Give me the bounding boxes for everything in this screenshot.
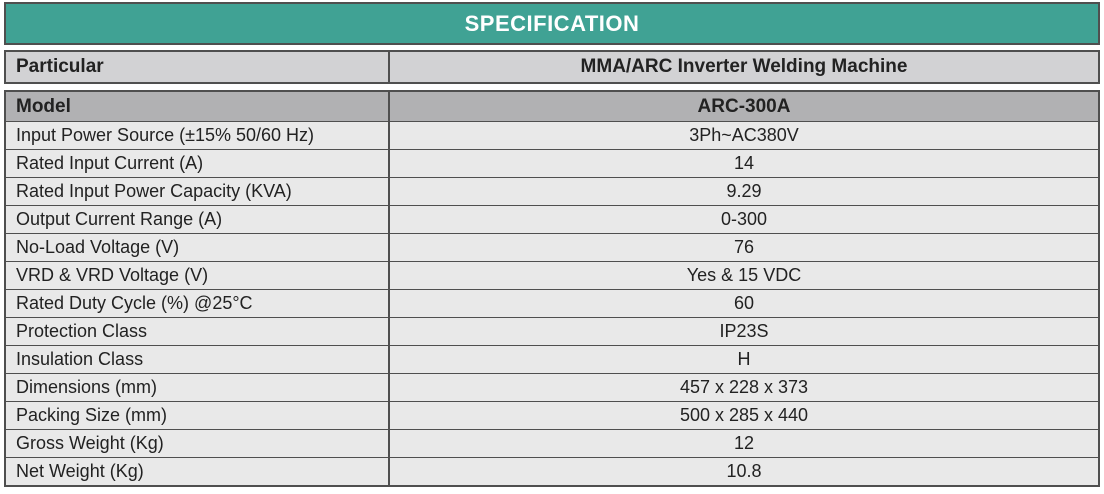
table-row: Dimensions (mm) 457 x 228 x 373 — [6, 373, 1098, 401]
spec-label: Rated Input Power Capacity (KVA) — [6, 178, 390, 205]
table-row: No-Load Voltage (V) 76 — [6, 233, 1098, 261]
machine-type-header: MMA/ARC Inverter Welding Machine — [580, 56, 908, 77]
spec-label: Packing Size (mm) — [6, 402, 390, 429]
particular-column-header: Particular — [6, 52, 390, 82]
spec-label: Rated Duty Cycle (%) @25°C — [6, 290, 390, 317]
spec-value: 3Ph~AC380V — [689, 125, 799, 145]
spec-value: 14 — [733, 153, 755, 173]
table-row: Gross Weight (Kg) 12 — [6, 429, 1098, 457]
specification-table: Model ARC-300A Input Power Source (±15% … — [4, 90, 1100, 487]
spec-label: Net Weight (Kg) — [6, 458, 390, 485]
spec-value: 12 — [733, 433, 755, 453]
table-row: Insulation Class H — [6, 345, 1098, 373]
table-row: VRD & VRD Voltage (V) Yes & 15 VDC — [6, 261, 1098, 289]
spec-label: Rated Input Current (A) — [6, 150, 390, 177]
spec-label: Protection Class — [6, 318, 390, 345]
table-row: Net Weight (Kg) 10.8 — [6, 457, 1098, 485]
spec-rows: Input Power Source (±15% 50/60 Hz) 3Ph~A… — [6, 121, 1098, 485]
spec-value: 10.8 — [726, 461, 762, 481]
table-row: Output Current Range (A) 0-300 — [6, 205, 1098, 233]
model-label: Model — [6, 92, 390, 121]
table-row: Rated Input Current (A) 14 — [6, 149, 1098, 177]
table-row: Input Power Source (±15% 50/60 Hz) 3Ph~A… — [6, 121, 1098, 149]
table-row: Rated Duty Cycle (%) @25°C 60 — [6, 289, 1098, 317]
spec-value: 76 — [733, 237, 755, 257]
spec-label: Insulation Class — [6, 346, 390, 373]
spec-label: Dimensions (mm) — [6, 374, 390, 401]
table-row: Packing Size (mm) 500 x 285 x 440 — [6, 401, 1098, 429]
spec-value: 60 — [733, 293, 755, 313]
model-row: Model ARC-300A — [6, 92, 1098, 121]
table-row: Rated Input Power Capacity (KVA) 9.29 — [6, 177, 1098, 205]
spec-value: Yes & 15 VDC — [686, 265, 802, 285]
spec-value: 500 x 285 x 440 — [679, 405, 809, 425]
spec-label: Output Current Range (A) — [6, 206, 390, 233]
spec-value: 0-300 — [720, 209, 768, 229]
particular-header-row: Particular MMA/ARC Inverter Welding Mach… — [4, 50, 1100, 84]
spec-value: H — [737, 349, 751, 369]
spec-label: VRD & VRD Voltage (V) — [6, 262, 390, 289]
table-row: Protection Class IP23S — [6, 317, 1098, 345]
spec-label: Input Power Source (±15% 50/60 Hz) — [6, 122, 390, 149]
spec-value: 9.29 — [726, 181, 762, 201]
spec-label: No-Load Voltage (V) — [6, 234, 390, 261]
model-value: ARC-300A — [697, 95, 791, 117]
specification-header-bar: SPECIFICATION — [4, 2, 1100, 45]
spec-value: 457 x 228 x 373 — [679, 377, 809, 397]
page-title: SPECIFICATION — [464, 10, 640, 36]
spec-label: Gross Weight (Kg) — [6, 430, 390, 457]
spec-value: IP23S — [719, 321, 769, 341]
